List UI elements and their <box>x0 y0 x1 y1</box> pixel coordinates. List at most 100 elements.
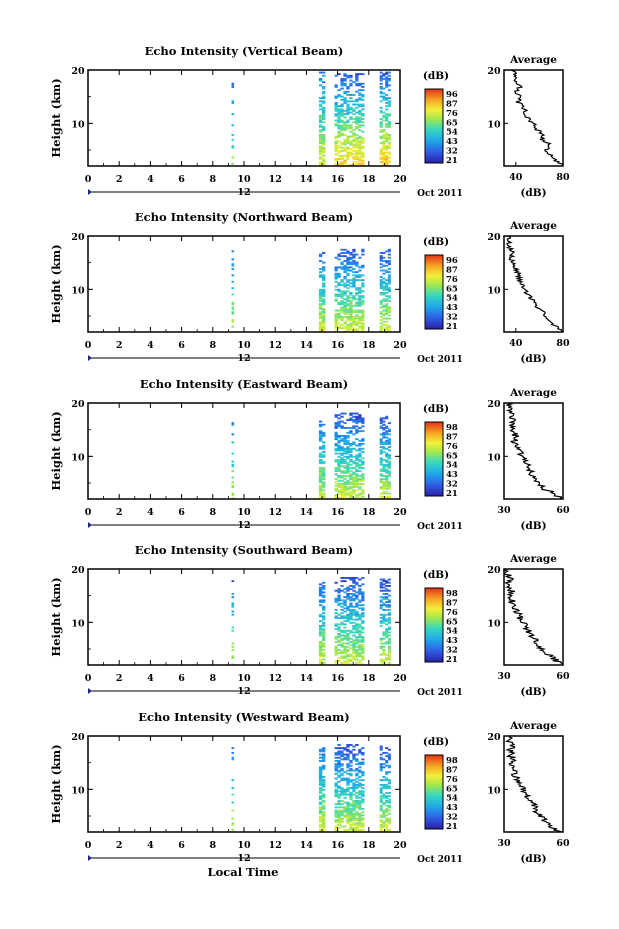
heatmap-cell <box>322 824 326 826</box>
heatmap-cell <box>385 116 389 119</box>
heatmap-cell <box>387 492 391 495</box>
heatmap-cell <box>343 122 347 125</box>
heatmap-cell <box>334 435 338 437</box>
heatmap-cell <box>322 311 326 314</box>
heatmap-cell <box>352 471 356 474</box>
heatmap-cell <box>387 620 391 623</box>
heatmap-cell <box>334 467 338 469</box>
heatmap-cell <box>352 809 356 812</box>
heatmap-cell <box>358 276 362 278</box>
heatmap-cell <box>343 266 347 269</box>
heatmap-cell <box>346 471 350 474</box>
heatmap-cell <box>385 800 389 802</box>
heatmap-cell <box>343 652 347 655</box>
heatmap-cell <box>349 412 353 415</box>
heatmap-cell <box>337 274 341 277</box>
heatmap-cell <box>387 457 391 460</box>
heatmap-cell <box>231 280 235 283</box>
x-tick-label: 0 <box>85 673 92 684</box>
heatmap-cell <box>385 825 389 828</box>
heatmap-cell <box>387 126 391 128</box>
heatmap-cell <box>379 790 383 793</box>
y-tick-label: 20 <box>71 399 85 410</box>
heatmap-cell <box>355 143 359 146</box>
heatmap-cell <box>379 787 383 790</box>
heatmap-cell <box>349 419 353 421</box>
heatmap-cell <box>334 612 338 615</box>
heatmap-cell <box>346 261 350 264</box>
panel-title: Echo Intensity (Westward Beam) <box>138 710 349 724</box>
heatmap-cell <box>318 116 323 119</box>
heatmap-cell <box>358 589 362 592</box>
heatmap-cell <box>352 433 356 436</box>
heatmap-cell <box>346 455 350 458</box>
heatmap-cell <box>318 158 323 160</box>
heatmap-cell <box>322 71 326 74</box>
heatmap-cell <box>349 312 353 315</box>
heatmap-cell <box>318 476 323 479</box>
heatmap-cell <box>343 143 347 146</box>
heatmap-cell <box>352 655 356 658</box>
heatmap-cell <box>322 444 326 447</box>
heatmap-cell <box>352 758 356 761</box>
heatmap-cell <box>340 280 344 283</box>
heatmap-cell <box>382 812 386 815</box>
colorbar-tick-label: 87 <box>446 598 458 608</box>
heatmap-cell <box>337 146 341 149</box>
heatmap-cell <box>355 328 359 331</box>
heatmap-cell <box>337 774 341 777</box>
heatmap-cell <box>318 809 323 812</box>
heatmap-cell <box>346 279 350 282</box>
heatmap-cell <box>231 817 235 820</box>
heatmap-cell <box>343 596 347 599</box>
heatmap-cell <box>334 119 338 122</box>
heatmap-cell <box>361 113 365 116</box>
heatmap-cell <box>358 475 362 477</box>
heatmap-cell <box>355 481 359 484</box>
heatmap-cell <box>385 119 389 122</box>
heatmap-cell <box>343 475 347 477</box>
heatmap-cell <box>352 785 356 788</box>
heatmap-cell <box>355 825 359 828</box>
heatmap-cell <box>361 430 365 433</box>
heatmap-cell <box>343 308 347 310</box>
heatmap-cell <box>349 124 353 127</box>
heatmap-cell <box>358 288 362 291</box>
colorbar <box>424 254 444 330</box>
heatmap-cell <box>355 636 359 639</box>
heatmap-cell <box>349 261 353 264</box>
heatmap-cell <box>379 425 383 428</box>
heatmap-cell <box>358 629 362 632</box>
heatmap-cell <box>352 483 356 485</box>
heatmap-cell <box>385 98 389 101</box>
heatmap-cell <box>340 465 344 468</box>
heatmap-cell <box>352 316 356 318</box>
x-axis-label: Local Time <box>208 865 279 879</box>
heatmap-cell <box>349 306 353 309</box>
heatmap-cell <box>334 106 338 109</box>
heatmap-cell <box>387 639 391 642</box>
x-tick-label: 14 <box>300 340 314 351</box>
heatmap-cell <box>361 463 365 466</box>
heatmap-cell <box>318 652 323 655</box>
heatmap-cell <box>361 86 365 88</box>
heatmap-cell <box>382 793 386 796</box>
heatmap-cell <box>379 110 383 112</box>
heatmap-cell <box>355 142 359 144</box>
heatmap-cell <box>340 819 344 822</box>
heatmap-cell <box>346 804 350 807</box>
heatmap-cell <box>355 602 359 605</box>
heatmap-cell <box>318 766 323 769</box>
heatmap-cell <box>382 467 386 469</box>
heatmap-cell <box>358 420 362 423</box>
heatmap-cell <box>352 793 356 796</box>
colorbar-tick-label: 43 <box>446 803 458 813</box>
heatmap-cell <box>355 629 359 632</box>
heatmap-cell <box>322 748 326 751</box>
heatmap-cell <box>322 822 326 825</box>
heatmap-cell <box>334 269 338 272</box>
heatmap-cell <box>379 79 383 82</box>
average-y-tick-label: 10 <box>487 452 501 463</box>
heatmap-cell <box>334 268 338 270</box>
heatmap-cell <box>337 284 341 286</box>
